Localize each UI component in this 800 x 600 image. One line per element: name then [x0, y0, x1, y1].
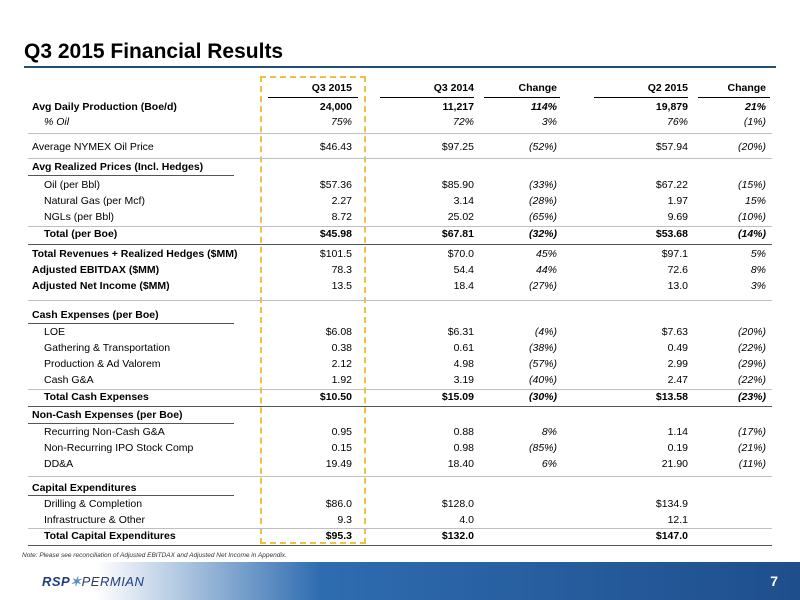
row-divider	[28, 476, 772, 477]
table-row-total: Total Cash Expenses $10.50 $15.09 (30%) $13.…	[44, 391, 766, 403]
section-header-non-cash-expenses: Non-Cash Expenses (per Boe)	[32, 409, 183, 421]
table-row: Infrastructure & Other 9.3 4.0 12.1	[44, 514, 688, 526]
section-underline	[28, 323, 234, 324]
row-divider	[28, 406, 772, 407]
row-divider	[28, 528, 772, 529]
table-row: Recurring Non-Cash G&A 0.95 0.88 8% 1.14 (17%…	[44, 426, 766, 438]
section-underline	[28, 175, 234, 176]
table-row: Total Revenues + Realized Hedges ($MM) $1…	[32, 248, 766, 260]
footer-bar	[0, 562, 800, 600]
col-header-change-2: Change	[727, 82, 766, 94]
section-underline	[28, 423, 234, 424]
table-row: Gathering & Transportation 0.38 0.61 (38%) 0…	[44, 342, 766, 354]
table-row: Non-Recurring IPO Stock Comp 0.15 0.98 (85%…	[44, 442, 766, 454]
table-row-total: Total Capital Expenditures $95.3 $132.0 $14…	[44, 530, 688, 542]
col-header-change-1: Change	[518, 82, 557, 94]
section-header-realized-prices: Avg Realized Prices (Incl. Hedges)	[32, 161, 204, 173]
table-row: Production & Ad Valorem 2.12 4.98 (57%) 2.99…	[44, 358, 766, 370]
page-number: 7	[770, 573, 778, 589]
col-header-q3-2014: Q3 2014	[433, 82, 474, 94]
table-row-total: Total (per Boe) $45.98 $67.81 (32%) $53.68 (1…	[44, 228, 766, 240]
col-header-q2-2015: Q2 2015	[647, 82, 688, 94]
table-row: Adjusted EBITDAX ($MM) 78.3 54.4 44% 72.6 8%	[32, 264, 766, 276]
row-divider	[28, 133, 772, 134]
col-header-underline	[698, 97, 770, 98]
col-header-q3-2015: Q3 2015	[311, 82, 352, 94]
table-row: Natural Gas (per Mcf) 2.27 3.14 (28%) 1.97 15…	[44, 195, 766, 207]
table-row: Avg Daily Production (Boe/d) 24,000 11,217…	[32, 101, 766, 113]
row-divider	[28, 226, 772, 227]
row-divider	[28, 389, 772, 390]
row-divider	[28, 300, 772, 301]
table-row: LOE $6.08 $6.31 (4%) $7.63 (20%)	[44, 326, 766, 338]
table-row: Oil (per Bbl) $57.36 $85.90 (33%) $67.22 (15%…	[44, 179, 766, 191]
page-title: Q3 2015 Financial Results	[24, 40, 284, 63]
title-divider	[24, 66, 776, 68]
footnote: Note: Please see reconciliation of Adjus…	[22, 552, 287, 559]
table-row: Adjusted Net Income ($MM) 13.5 18.4 (27%) 13…	[32, 280, 766, 292]
table-row: Average NYMEX Oil Price $46.43 $97.25 (52%)…	[32, 141, 766, 153]
col-header-underline	[268, 97, 358, 98]
table-row: Cash G&A 1.92 3.19 (40%) 2.47 (22%)	[44, 374, 766, 386]
section-header-cash-expenses: Cash Expenses (per Boe)	[32, 309, 159, 321]
rsp-permian-logo: RSP✶PERMIAN	[42, 574, 145, 589]
q3-2015-highlight-box	[260, 76, 366, 544]
col-header-underline	[380, 97, 474, 98]
row-divider	[28, 244, 772, 245]
table-row: Drilling & Completion $86.0 $128.0 $134.9	[44, 498, 688, 510]
section-header-capex: Capital Expenditures	[32, 482, 137, 494]
row-divider	[28, 545, 772, 546]
col-header-underline	[594, 97, 688, 98]
section-underline	[28, 495, 234, 496]
table-row: % Oil 75% 72% 3% 76% (1%)	[44, 116, 766, 128]
table-row: DD&A 19.49 18.40 6% 21.90 (11%)	[44, 458, 766, 470]
row-divider	[28, 158, 772, 159]
col-header-underline	[484, 97, 560, 98]
table-row: NGLs (per Bbl) 8.72 25.02 (65%) 9.69 (10%)	[44, 211, 766, 223]
